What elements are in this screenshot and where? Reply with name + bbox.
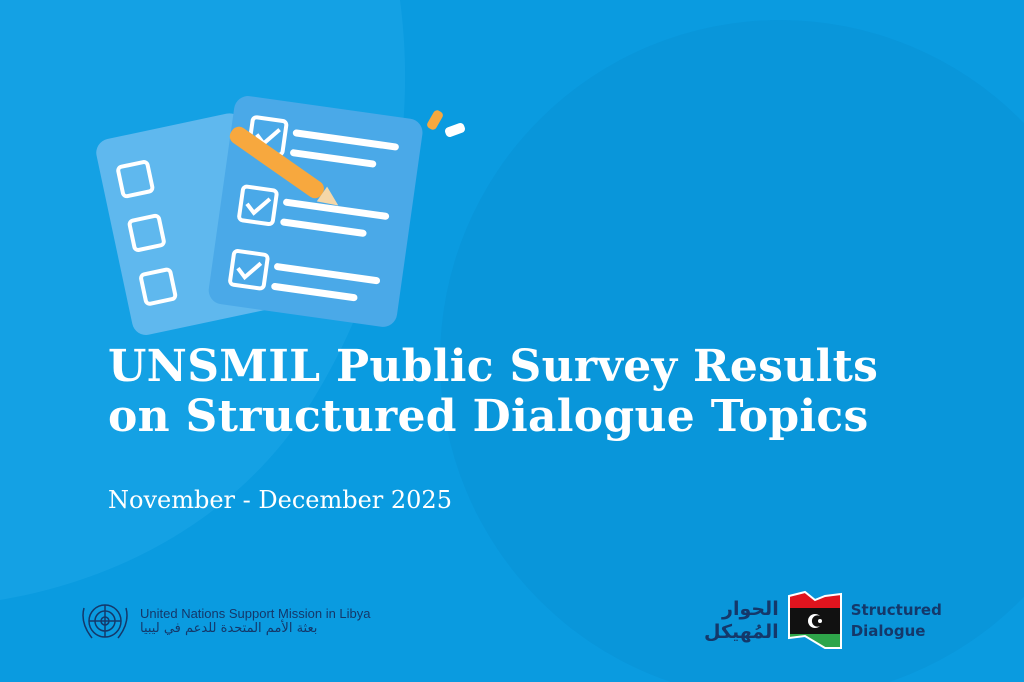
structured-dialogue-logo: الحوار المُهيكل Structured Dialogue bbox=[704, 590, 942, 652]
checklist-illustration bbox=[96, 96, 465, 335]
sd-en-line-2: Dialogue bbox=[850, 622, 926, 640]
un-name-ar: بعثة الأمم المتحدة للدعم في ليبيا bbox=[140, 621, 318, 636]
title-line-1: UNSMIL Public Survey Results bbox=[108, 341, 879, 392]
sd-ar-line-1: الحوار bbox=[722, 598, 779, 620]
un-emblem-icon bbox=[82, 604, 128, 639]
title-line-2: on Structured Dialogue Topics bbox=[108, 391, 869, 442]
page-title: UNSMIL Public Survey Results on Structur… bbox=[108, 342, 878, 442]
libya-map-flag-icon bbox=[787, 590, 842, 649]
un-logo: United Nations Support Mission in Libya … bbox=[78, 598, 371, 644]
sd-en-line-1: Structured bbox=[850, 601, 942, 619]
un-name-en: United Nations Support Mission in Libya bbox=[140, 606, 371, 621]
sd-ar-line-2: المُهيكل bbox=[704, 621, 779, 643]
subtitle: November - December 2025 bbox=[108, 486, 452, 514]
